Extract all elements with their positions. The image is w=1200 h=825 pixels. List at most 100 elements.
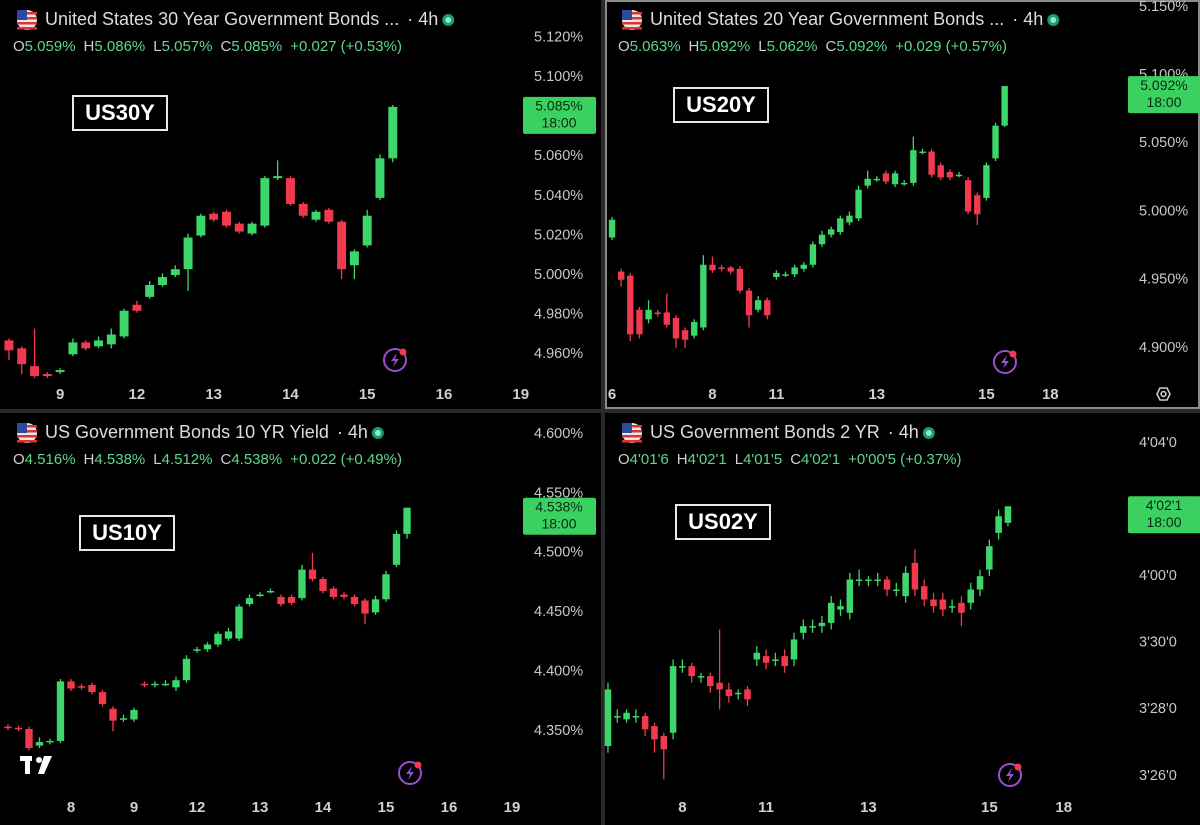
alert-icon[interactable] bbox=[998, 763, 1022, 787]
interval: · 4h bbox=[407, 9, 438, 29]
candle-body bbox=[995, 516, 1002, 533]
change: +0'00'5 (+0.37%) bbox=[848, 451, 961, 468]
x-tick-label: 14 bbox=[315, 799, 332, 816]
field-label: O bbox=[13, 38, 25, 55]
symbol-badge bbox=[72, 95, 168, 131]
candle-body bbox=[362, 215, 372, 246]
candle bbox=[67, 679, 75, 691]
x-tick-label: 18 bbox=[1042, 386, 1059, 403]
field-value: 4'02'1 bbox=[801, 451, 840, 468]
pane-bg bbox=[605, 413, 1200, 825]
candle bbox=[995, 509, 1002, 540]
candle-body bbox=[669, 666, 677, 733]
candle-body bbox=[864, 178, 871, 186]
candle-body bbox=[140, 683, 149, 686]
candle-body bbox=[151, 683, 159, 686]
field-value: 5.092% bbox=[836, 38, 887, 55]
candle bbox=[773, 270, 780, 280]
candle bbox=[132, 300, 142, 313]
field-label: H bbox=[84, 38, 95, 55]
candle-body bbox=[614, 716, 621, 718]
candle bbox=[772, 652, 779, 667]
alert-icon[interactable] bbox=[383, 348, 407, 372]
flag-canton bbox=[622, 10, 632, 20]
candle bbox=[260, 176, 270, 228]
x-tick-label: 18 bbox=[1055, 799, 1072, 816]
candle-body bbox=[298, 569, 306, 599]
field-label: O bbox=[618, 451, 630, 468]
candle bbox=[744, 686, 751, 707]
candle-body bbox=[753, 652, 761, 660]
flag-stripe bbox=[622, 27, 642, 30]
candle-body bbox=[68, 342, 78, 355]
candle bbox=[388, 104, 398, 163]
candle bbox=[827, 226, 835, 238]
candle-body bbox=[882, 173, 890, 182]
candle-body bbox=[948, 606, 956, 608]
candle bbox=[754, 296, 762, 313]
settings-icon[interactable] bbox=[1156, 387, 1171, 401]
candle bbox=[614, 709, 621, 723]
alert-ring bbox=[398, 761, 422, 785]
candle-body bbox=[736, 268, 744, 291]
candle-body bbox=[660, 736, 668, 750]
price-tag-time: 18:00 bbox=[541, 515, 576, 531]
candle-body bbox=[130, 709, 138, 720]
candle-body bbox=[930, 599, 937, 607]
pane-bg bbox=[605, 0, 1200, 409]
candle bbox=[992, 122, 999, 162]
price-tag bbox=[1128, 496, 1200, 534]
ohlc-line: O4.516% H4.538% L4.512% C4.538% +0.022 (+0.4… bbox=[13, 451, 402, 468]
field-label: H bbox=[84, 451, 95, 468]
symbol-badge bbox=[673, 87, 769, 123]
alert-icon[interactable] bbox=[398, 761, 422, 785]
candle bbox=[827, 596, 835, 630]
candle bbox=[14, 725, 23, 732]
candle-body bbox=[651, 726, 658, 740]
candle bbox=[158, 273, 167, 287]
candle bbox=[266, 588, 275, 594]
candle bbox=[193, 646, 201, 653]
candle bbox=[700, 255, 707, 331]
y-tick-label: 4'04'0 bbox=[1139, 435, 1177, 451]
candle bbox=[109, 706, 117, 732]
candle bbox=[256, 592, 264, 597]
candle bbox=[645, 300, 652, 324]
candle-body bbox=[654, 312, 661, 314]
price-tag-value: 5.092% bbox=[1140, 77, 1187, 93]
candle-body bbox=[170, 269, 180, 276]
candle-body bbox=[311, 211, 321, 220]
candle bbox=[151, 681, 159, 688]
candle bbox=[371, 595, 380, 615]
candle bbox=[716, 629, 723, 710]
candle-body bbox=[403, 507, 411, 534]
field-label: C bbox=[220, 451, 231, 468]
field-label: C bbox=[790, 451, 801, 468]
candle bbox=[119, 308, 129, 339]
candle bbox=[98, 689, 107, 707]
candle-body bbox=[88, 684, 96, 693]
field-value: 4.538% bbox=[94, 451, 145, 468]
title-text: United States 30 Year Government Bonds .… bbox=[45, 9, 399, 29]
price-tag-value: 4'02'1 bbox=[1146, 497, 1183, 513]
candle bbox=[781, 649, 788, 673]
candle bbox=[809, 241, 817, 268]
field-value: 4'01'5 bbox=[743, 451, 782, 468]
candle bbox=[873, 176, 881, 182]
candle bbox=[976, 569, 984, 597]
candle-body bbox=[762, 656, 770, 663]
candle bbox=[809, 619, 816, 633]
candle-body bbox=[697, 676, 705, 678]
candle-body bbox=[245, 598, 254, 605]
flag-stripe bbox=[17, 22, 37, 25]
candle bbox=[679, 659, 686, 673]
alert-ring bbox=[993, 350, 1017, 374]
candle bbox=[4, 724, 12, 731]
candle-body bbox=[827, 229, 835, 235]
candle-body bbox=[893, 589, 900, 592]
alert-icon[interactable] bbox=[993, 350, 1017, 374]
candle-body bbox=[350, 596, 359, 605]
field-value: 5.059% bbox=[25, 38, 76, 55]
candle-body bbox=[745, 290, 753, 316]
candle-body bbox=[209, 213, 219, 220]
